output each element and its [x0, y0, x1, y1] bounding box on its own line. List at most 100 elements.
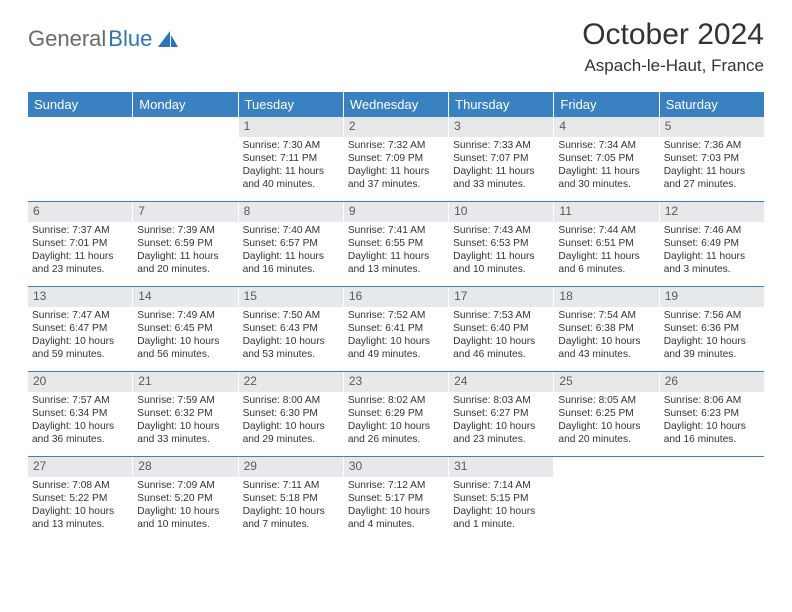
brand-sail-icon: [156, 29, 180, 49]
calendar-day-cell: 1Sunrise: 7:30 AMSunset: 7:11 PMDaylight…: [239, 117, 344, 201]
calendar-day-cell: 16Sunrise: 7:52 AMSunset: 6:41 PMDayligh…: [344, 287, 449, 371]
page-title: October 2024: [582, 18, 764, 52]
day-number: 11: [554, 202, 658, 222]
location-subtitle: Aspach-le-Haut, France: [582, 56, 764, 76]
sunrise-line: Sunrise: 7:30 AM: [243, 139, 339, 152]
daylight-line: Daylight: 11 hours and 16 minutes.: [243, 250, 339, 277]
day-number: 5: [660, 117, 764, 137]
day-number: 10: [449, 202, 553, 222]
sunrise-line: Sunrise: 7:33 AM: [453, 139, 549, 152]
day-number: 29: [239, 457, 343, 477]
calendar-day-cell: [554, 457, 659, 541]
sunset-line: Sunset: 6:43 PM: [243, 322, 339, 335]
day-number: 14: [133, 287, 237, 307]
sunset-line: Sunset: 6:41 PM: [348, 322, 444, 335]
sunrise-line: Sunrise: 7:08 AM: [32, 479, 128, 492]
calendar-day-cell: 2Sunrise: 7:32 AMSunset: 7:09 PMDaylight…: [344, 117, 449, 201]
sunrise-line: Sunrise: 7:59 AM: [137, 394, 233, 407]
sunset-line: Sunset: 5:15 PM: [453, 492, 549, 505]
sunrise-line: Sunrise: 7:44 AM: [558, 224, 654, 237]
day-number: 15: [239, 287, 343, 307]
calendar-header-cell: Monday: [133, 92, 238, 117]
calendar-day-cell: 27Sunrise: 7:08 AMSunset: 5:22 PMDayligh…: [28, 457, 133, 541]
calendar-day-cell: 8Sunrise: 7:40 AMSunset: 6:57 PMDaylight…: [239, 202, 344, 286]
sunset-line: Sunset: 6:34 PM: [32, 407, 128, 420]
sunset-line: Sunset: 6:47 PM: [32, 322, 128, 335]
daylight-line: Daylight: 11 hours and 23 minutes.: [32, 250, 128, 277]
sunset-line: Sunset: 6:25 PM: [558, 407, 654, 420]
sunrise-line: Sunrise: 8:06 AM: [664, 394, 760, 407]
sunrise-line: Sunrise: 7:39 AM: [137, 224, 233, 237]
daylight-line: Daylight: 10 hours and 36 minutes.: [32, 420, 128, 447]
day-number: 1: [239, 117, 343, 137]
sunrise-line: Sunrise: 7:52 AM: [348, 309, 444, 322]
sunset-line: Sunset: 6:27 PM: [453, 407, 549, 420]
calendar-day-cell: 24Sunrise: 8:03 AMSunset: 6:27 PMDayligh…: [449, 372, 554, 456]
sunset-line: Sunset: 5:22 PM: [32, 492, 128, 505]
calendar-week-row: 27Sunrise: 7:08 AMSunset: 5:22 PMDayligh…: [28, 456, 764, 541]
calendar-header-cell: Saturday: [660, 92, 764, 117]
sunset-line: Sunset: 6:55 PM: [348, 237, 444, 250]
day-number: 24: [449, 372, 553, 392]
sunset-line: Sunset: 6:30 PM: [243, 407, 339, 420]
sunrise-line: Sunrise: 8:05 AM: [558, 394, 654, 407]
day-number: 25: [554, 372, 658, 392]
day-body: Sunrise: 7:11 AMSunset: 5:18 PMDaylight:…: [239, 477, 343, 536]
day-body: Sunrise: 7:40 AMSunset: 6:57 PMDaylight:…: [239, 222, 343, 281]
calendar-header-row: SundayMondayTuesdayWednesdayThursdayFrid…: [28, 92, 764, 117]
calendar-day-cell: 11Sunrise: 7:44 AMSunset: 6:51 PMDayligh…: [554, 202, 659, 286]
sunrise-line: Sunrise: 7:54 AM: [558, 309, 654, 322]
calendar-day-cell: 6Sunrise: 7:37 AMSunset: 7:01 PMDaylight…: [28, 202, 133, 286]
sunset-line: Sunset: 6:51 PM: [558, 237, 654, 250]
calendar-day-cell: 18Sunrise: 7:54 AMSunset: 6:38 PMDayligh…: [554, 287, 659, 371]
calendar-day-cell: 26Sunrise: 8:06 AMSunset: 6:23 PMDayligh…: [660, 372, 764, 456]
sunset-line: Sunset: 6:45 PM: [137, 322, 233, 335]
calendar-week-row: 20Sunrise: 7:57 AMSunset: 6:34 PMDayligh…: [28, 371, 764, 456]
daylight-line: Daylight: 10 hours and 49 minutes.: [348, 335, 444, 362]
day-body: Sunrise: 7:50 AMSunset: 6:43 PMDaylight:…: [239, 307, 343, 366]
calendar-day-cell: 20Sunrise: 7:57 AMSunset: 6:34 PMDayligh…: [28, 372, 133, 456]
daylight-line: Daylight: 10 hours and 13 minutes.: [32, 505, 128, 532]
calendar-day-cell: 7Sunrise: 7:39 AMSunset: 6:59 PMDaylight…: [133, 202, 238, 286]
sunset-line: Sunset: 7:05 PM: [558, 152, 654, 165]
day-number: 30: [344, 457, 448, 477]
sunrise-line: Sunrise: 7:37 AM: [32, 224, 128, 237]
calendar-day-cell: 21Sunrise: 7:59 AMSunset: 6:32 PMDayligh…: [133, 372, 238, 456]
daylight-line: Daylight: 11 hours and 20 minutes.: [137, 250, 233, 277]
sunset-line: Sunset: 6:49 PM: [664, 237, 760, 250]
day-number: 7: [133, 202, 237, 222]
daylight-line: Daylight: 10 hours and 26 minutes.: [348, 420, 444, 447]
day-body: Sunrise: 7:43 AMSunset: 6:53 PMDaylight:…: [449, 222, 553, 281]
calendar-day-cell: 15Sunrise: 7:50 AMSunset: 6:43 PMDayligh…: [239, 287, 344, 371]
daylight-line: Daylight: 10 hours and 39 minutes.: [664, 335, 760, 362]
calendar-header-cell: Friday: [554, 92, 659, 117]
day-body: Sunrise: 8:02 AMSunset: 6:29 PMDaylight:…: [344, 392, 448, 451]
sunrise-line: Sunrise: 7:49 AM: [137, 309, 233, 322]
day-body: Sunrise: 7:14 AMSunset: 5:15 PMDaylight:…: [449, 477, 553, 536]
sunrise-line: Sunrise: 7:50 AM: [243, 309, 339, 322]
sunset-line: Sunset: 6:40 PM: [453, 322, 549, 335]
day-body: Sunrise: 7:39 AMSunset: 6:59 PMDaylight:…: [133, 222, 237, 281]
calendar-week-row: 13Sunrise: 7:47 AMSunset: 6:47 PMDayligh…: [28, 286, 764, 371]
day-body: Sunrise: 7:36 AMSunset: 7:03 PMDaylight:…: [660, 137, 764, 196]
sunrise-line: Sunrise: 7:56 AM: [664, 309, 760, 322]
calendar-day-cell: 14Sunrise: 7:49 AMSunset: 6:45 PMDayligh…: [133, 287, 238, 371]
calendar-day-cell: [28, 117, 133, 201]
day-body: Sunrise: 7:52 AMSunset: 6:41 PMDaylight:…: [344, 307, 448, 366]
daylight-line: Daylight: 10 hours and 33 minutes.: [137, 420, 233, 447]
daylight-line: Daylight: 10 hours and 43 minutes.: [558, 335, 654, 362]
day-number: 20: [28, 372, 132, 392]
day-number: 17: [449, 287, 553, 307]
day-number: 6: [28, 202, 132, 222]
daylight-line: Daylight: 11 hours and 33 minutes.: [453, 165, 549, 192]
calendar-day-cell: 4Sunrise: 7:34 AMSunset: 7:05 PMDaylight…: [554, 117, 659, 201]
day-number: 19: [660, 287, 764, 307]
sunrise-line: Sunrise: 7:41 AM: [348, 224, 444, 237]
calendar-header-cell: Sunday: [28, 92, 133, 117]
calendar-day-cell: 17Sunrise: 7:53 AMSunset: 6:40 PMDayligh…: [449, 287, 554, 371]
day-number: 23: [344, 372, 448, 392]
sunrise-line: Sunrise: 7:34 AM: [558, 139, 654, 152]
calendar-day-cell: 31Sunrise: 7:14 AMSunset: 5:15 PMDayligh…: [449, 457, 554, 541]
calendar-day-cell: 23Sunrise: 8:02 AMSunset: 6:29 PMDayligh…: [344, 372, 449, 456]
calendar-day-cell: 19Sunrise: 7:56 AMSunset: 6:36 PMDayligh…: [660, 287, 764, 371]
